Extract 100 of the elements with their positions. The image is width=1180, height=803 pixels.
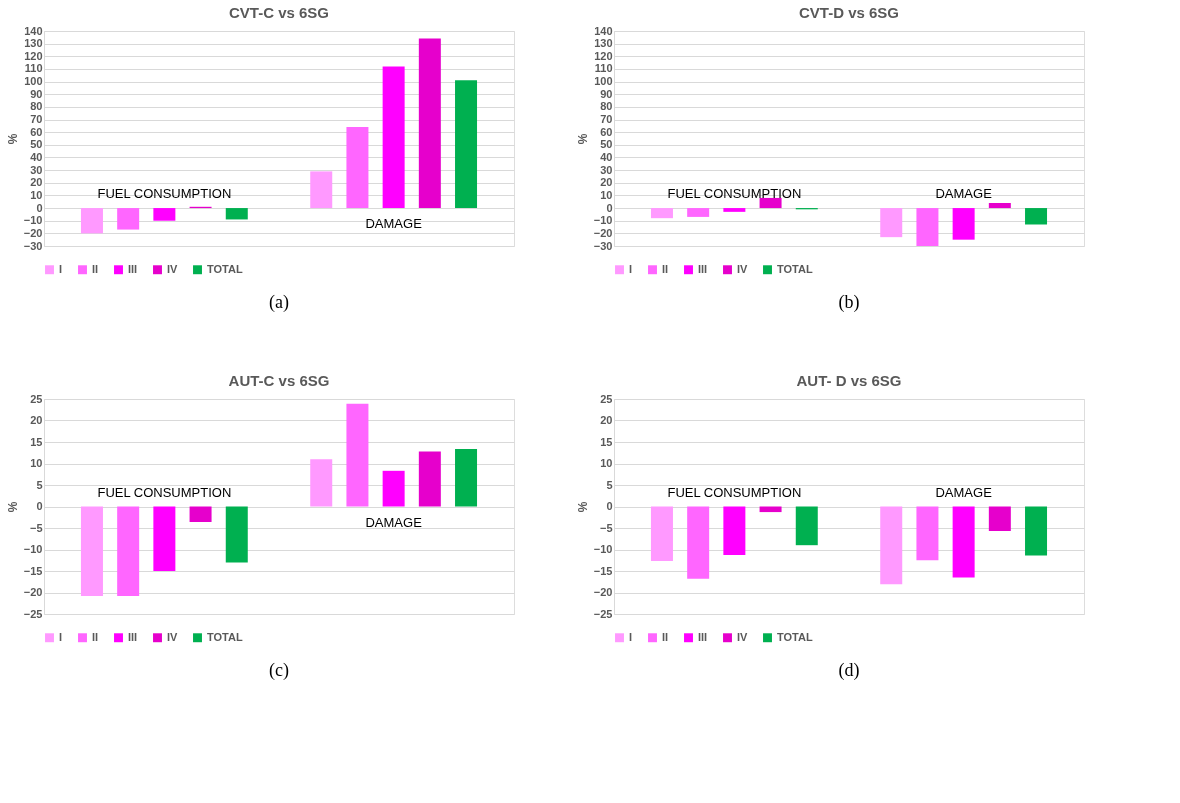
bar xyxy=(455,448,478,507)
x-tick-label: DAMAGE xyxy=(935,484,993,500)
y-tick-label: 120 xyxy=(594,49,613,62)
y-tick-label: −10 xyxy=(593,214,613,227)
y-tick-label: 0 xyxy=(36,201,43,214)
legend-label: II xyxy=(662,630,669,643)
y-tick-label: 50 xyxy=(30,138,43,151)
y-tick-label: −30 xyxy=(593,239,613,252)
y-tick-label: −20 xyxy=(23,586,43,598)
y-axis-title: % xyxy=(575,133,590,145)
legend-label: IV xyxy=(737,262,749,275)
legend-label: II xyxy=(92,262,99,275)
x-tick-label: FUEL CONSUMPTION xyxy=(97,186,232,202)
y-tick-label: 10 xyxy=(600,188,613,201)
x-tick-label: DAMAGE xyxy=(365,216,423,232)
y-tick-label: 80 xyxy=(600,100,613,113)
legend-label: I xyxy=(629,630,633,643)
y-axis-title: % xyxy=(575,501,590,513)
y-tick-label: 40 xyxy=(30,150,43,163)
y-tick-label: −20 xyxy=(593,586,613,598)
y-tick-label: 100 xyxy=(594,75,613,88)
y-axis-title: % xyxy=(5,133,20,145)
x-tick-label: FUEL CONSUMPTION xyxy=(667,484,802,500)
y-tick-label: 0 xyxy=(606,500,613,512)
y-tick-label: 10 xyxy=(600,457,613,469)
y-tick-label: 25 xyxy=(30,392,43,405)
y-tick-label: −20 xyxy=(23,226,43,239)
y-tick-label: 80 xyxy=(30,100,43,113)
y-tick-label: −15 xyxy=(593,564,613,577)
text: (c) xyxy=(269,660,289,681)
y-tick-label: 0 xyxy=(36,500,43,512)
y-tick-label: 5 xyxy=(36,478,43,491)
y-tick-label: 5 xyxy=(606,478,613,491)
legend-label: II xyxy=(662,262,669,275)
y-tick-label: 15 xyxy=(600,435,613,448)
y-tick-label: 120 xyxy=(24,49,43,62)
y-tick-label: 30 xyxy=(30,163,43,176)
y-tick-label: −5 xyxy=(29,521,43,534)
bar xyxy=(455,80,478,209)
legend-label: I xyxy=(59,630,63,643)
y-tick-label: 30 xyxy=(600,163,613,176)
y-tick-label: 110 xyxy=(24,62,43,75)
bar xyxy=(988,203,1011,209)
bar xyxy=(382,66,405,209)
y-tick-label: −25 xyxy=(593,607,613,620)
y-tick-label: 90 xyxy=(600,87,613,100)
bar xyxy=(310,171,333,209)
bar xyxy=(418,38,441,209)
y-tick-label: 130 xyxy=(594,37,613,50)
bar xyxy=(687,208,710,217)
bar xyxy=(117,208,140,230)
legend-label: TOTAL xyxy=(207,262,243,275)
y-tick-label: −15 xyxy=(23,564,43,577)
x-tick-label: FUEL CONSUMPTION xyxy=(97,484,232,500)
chart-title: AUT-C vs 6SG xyxy=(228,372,330,389)
chart-title: CVT-C vs 6SG xyxy=(228,4,330,21)
y-tick-label: 90 xyxy=(30,87,43,100)
legend-label: IV xyxy=(167,630,179,643)
legend-label: TOTAL xyxy=(777,630,813,643)
bar xyxy=(225,208,248,220)
y-tick-label: 140 xyxy=(594,24,613,37)
bar xyxy=(153,506,176,571)
bar xyxy=(80,208,103,234)
legend-label: IV xyxy=(167,262,179,275)
bar xyxy=(189,506,212,522)
bar xyxy=(382,470,405,507)
bar xyxy=(418,451,441,507)
chart-title: AUT- D vs 6SG xyxy=(796,372,902,389)
bar xyxy=(225,506,248,563)
y-tick-label: 70 xyxy=(30,113,43,126)
legend-label: III xyxy=(128,630,138,643)
y-tick-label: −30 xyxy=(23,239,43,252)
y-tick-label: 20 xyxy=(600,414,613,426)
bar xyxy=(117,506,140,596)
text: (b) xyxy=(838,292,860,313)
x-tick-label: DAMAGE xyxy=(365,514,423,530)
y-tick-label: 10 xyxy=(30,188,43,201)
legend-label: III xyxy=(698,630,708,643)
y-tick-label: −10 xyxy=(23,214,43,227)
legend-label: I xyxy=(59,262,63,275)
legend-label: II xyxy=(92,630,99,643)
bar xyxy=(759,197,782,209)
y-tick-label: −10 xyxy=(23,543,43,555)
bar xyxy=(153,208,176,221)
y-tick-label: 10 xyxy=(30,457,43,469)
y-tick-label: 25 xyxy=(600,392,613,405)
y-tick-label: 100 xyxy=(24,75,43,88)
bar xyxy=(1025,208,1048,225)
y-tick-label: 50 xyxy=(600,138,613,151)
y-tick-label: 70 xyxy=(600,113,613,126)
y-axis-title: % xyxy=(5,501,20,513)
bar xyxy=(346,127,369,209)
y-tick-label: 110 xyxy=(594,62,613,75)
chart-title: CVT-D vs 6SG xyxy=(798,4,900,21)
bar xyxy=(880,208,903,238)
x-tick-label: DAMAGE xyxy=(935,186,993,202)
text: (a) xyxy=(269,292,289,313)
legend-label: TOTAL xyxy=(777,262,813,275)
y-tick-label: 0 xyxy=(606,201,613,214)
legend-label: TOTAL xyxy=(207,630,243,643)
